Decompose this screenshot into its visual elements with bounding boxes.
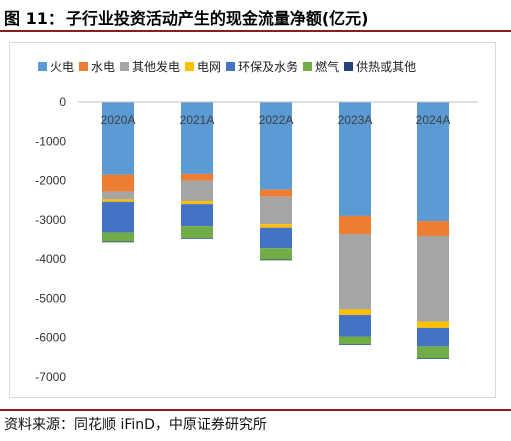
bar-segment [102, 241, 134, 243]
legend-item: 火电 [38, 58, 74, 75]
bar-segment [102, 191, 134, 200]
bar-segment [260, 102, 292, 190]
legend-label: 其他发电 [132, 59, 181, 74]
legend-item: 环保及水务 [226, 58, 298, 75]
bar-segment [339, 215, 371, 234]
bar-segment [417, 327, 449, 347]
bar-segment [181, 237, 213, 239]
bar-segment [260, 248, 292, 260]
bar-segment [260, 224, 292, 228]
bar-segment [102, 199, 134, 202]
bar-segment [181, 102, 213, 174]
legend-swatch [344, 61, 354, 71]
bar-segment [181, 204, 213, 227]
legend-item: 电网 [185, 58, 221, 75]
bar-segment [102, 232, 134, 242]
bar-segment [102, 102, 134, 175]
bar-segment [339, 234, 371, 310]
legend-label: 供热或其他 [356, 59, 417, 74]
source-divider [0, 409, 511, 411]
bar-segment [339, 336, 371, 344]
x-category-label: 2022A [259, 113, 294, 127]
legend-swatch [38, 61, 47, 71]
bar-segment [181, 201, 213, 205]
y-tick-label: 0 [59, 95, 66, 109]
legend-swatch [185, 61, 195, 71]
y-tick-label: -4000 [35, 252, 66, 266]
bar-segment [181, 173, 213, 181]
chart-frame [9, 42, 496, 398]
bar-segment [339, 344, 371, 345]
source-note: 资料来源：同花顺 iFinD，中原证券研究所 [4, 417, 267, 433]
legend-label: 燃气 [315, 59, 340, 74]
x-category-label: 2020A [101, 113, 136, 127]
bar-segment [181, 226, 213, 238]
legend-label: 火电 [50, 59, 75, 74]
legend-item: 水电 [79, 58, 115, 75]
bar-segment [102, 174, 134, 192]
legend-item: 供热或其他 [344, 58, 416, 75]
y-tick-label: -2000 [35, 174, 66, 188]
x-category-label: 2023A [338, 113, 373, 127]
x-category-label: 2021A [180, 113, 215, 127]
bar-segment [339, 314, 371, 337]
chart-legend: 火电 水电 其他发电 电网 环保及水务 燃气 供热或其他 [38, 56, 498, 76]
legend-label: 水电 [91, 59, 116, 74]
y-tick-label: -3000 [35, 213, 66, 227]
bar-segment [417, 235, 449, 322]
bar-segment [260, 196, 292, 225]
bar-segment [181, 180, 213, 201]
bar-segment [260, 259, 292, 261]
bar-segment [260, 189, 292, 197]
y-tick-label: -7000 [35, 370, 66, 384]
legend-label: 环保及水务 [238, 59, 299, 74]
legend-swatch [303, 61, 313, 71]
bar-segment [339, 309, 371, 315]
y-tick-label: -6000 [35, 331, 66, 345]
bar-segment [417, 102, 449, 222]
legend-item: 燃气 [303, 58, 339, 75]
chart-title: 图 11： 子行业投资活动产生的现金流量净额(亿元) [4, 6, 507, 32]
x-category-label: 2024A [416, 113, 451, 127]
bar-segment [417, 346, 449, 359]
legend-swatch [79, 61, 89, 71]
legend-label: 电网 [197, 59, 222, 74]
bar-segment [417, 358, 449, 359]
bar-segment [260, 227, 292, 249]
legend-item: 其他发电 [120, 58, 180, 75]
y-tick-label: -1000 [35, 134, 66, 148]
title-divider [0, 30, 511, 32]
bar-segment [417, 221, 449, 236]
chart-title-text: 子行业投资活动产生的现金流量净额(亿元) [65, 9, 369, 28]
bar-segment [417, 321, 449, 328]
y-tick-label: -5000 [35, 291, 66, 305]
bar-segment [102, 201, 134, 233]
bar-segment [339, 102, 371, 216]
legend-swatch [120, 61, 130, 71]
figure-label: 图 11： [4, 9, 64, 28]
legend-swatch [226, 61, 236, 71]
